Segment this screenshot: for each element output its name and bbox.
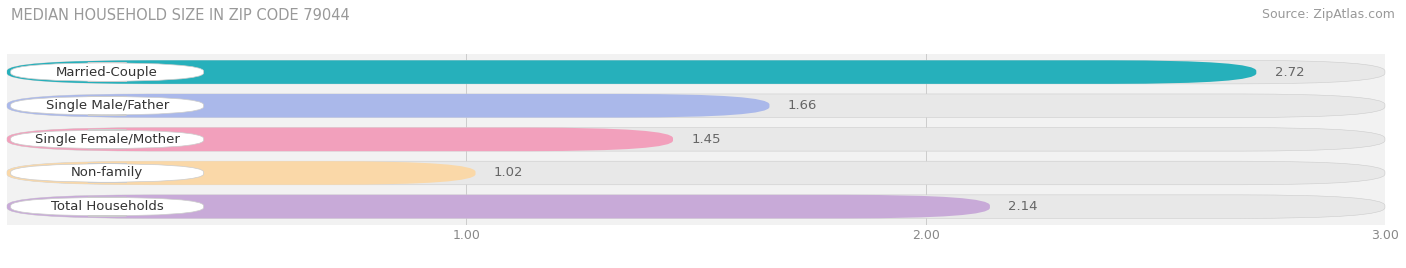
Text: 1.66: 1.66: [787, 99, 817, 112]
Text: MEDIAN HOUSEHOLD SIZE IN ZIP CODE 79044: MEDIAN HOUSEHOLD SIZE IN ZIP CODE 79044: [11, 8, 350, 23]
FancyBboxPatch shape: [7, 195, 1385, 218]
FancyBboxPatch shape: [11, 130, 204, 149]
FancyBboxPatch shape: [7, 60, 1257, 84]
FancyBboxPatch shape: [7, 60, 1385, 84]
FancyBboxPatch shape: [7, 161, 1385, 185]
FancyBboxPatch shape: [7, 128, 1385, 151]
FancyBboxPatch shape: [11, 96, 204, 115]
FancyBboxPatch shape: [7, 161, 475, 185]
Text: 2.14: 2.14: [1008, 200, 1038, 213]
FancyBboxPatch shape: [7, 128, 673, 151]
Text: Non-family: Non-family: [72, 166, 143, 180]
Text: Single Female/Mother: Single Female/Mother: [35, 133, 180, 146]
Text: 1.02: 1.02: [494, 166, 523, 180]
FancyBboxPatch shape: [7, 195, 990, 218]
Text: Total Households: Total Households: [51, 200, 163, 213]
Text: 1.45: 1.45: [692, 133, 721, 146]
FancyBboxPatch shape: [11, 163, 204, 183]
FancyBboxPatch shape: [11, 63, 204, 81]
Text: Married-Couple: Married-Couple: [56, 66, 157, 79]
FancyBboxPatch shape: [7, 94, 769, 117]
Text: 2.72: 2.72: [1275, 66, 1305, 79]
Text: Source: ZipAtlas.com: Source: ZipAtlas.com: [1261, 8, 1395, 21]
FancyBboxPatch shape: [11, 197, 204, 216]
Text: Single Male/Father: Single Male/Father: [45, 99, 169, 112]
FancyBboxPatch shape: [7, 94, 1385, 117]
